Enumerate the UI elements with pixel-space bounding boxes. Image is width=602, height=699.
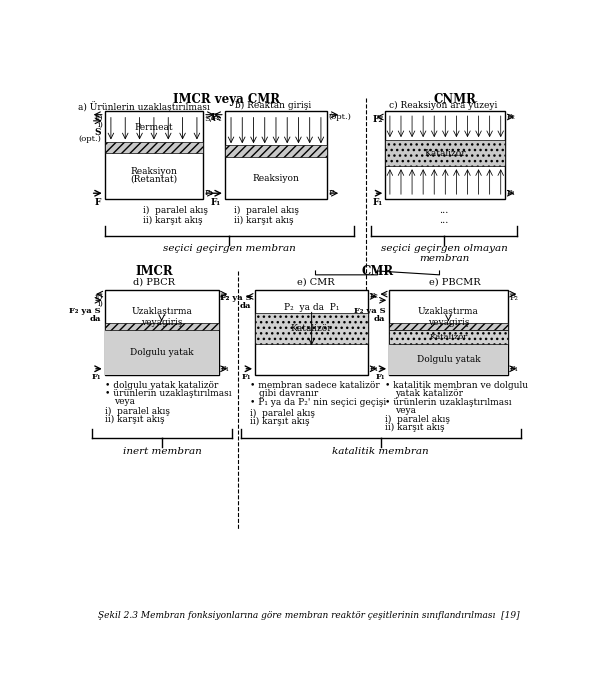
Text: da: da (374, 315, 385, 323)
Bar (105, 142, 203, 153)
Text: • katalitik membran ve dolgulu: • katalitik membran ve dolgulu (385, 381, 529, 390)
Text: Uzaklaştırma
veyagiriş: Uzaklaştırma veyagiriş (131, 307, 192, 326)
Text: Uzaklaştırma
veyagiriş: Uzaklaştırma veyagiriş (418, 307, 479, 326)
Text: • P₁ ya da P₂' nin seçici geçişi: • P₁ ya da P₂' nin seçici geçişi (250, 398, 386, 407)
Text: F₂ ya S: F₂ ya S (69, 307, 101, 315)
Text: CNMR: CNMR (433, 93, 476, 106)
Text: • membran sadece katalizör: • membran sadece katalizör (250, 381, 379, 390)
Text: P₁: P₁ (220, 365, 229, 373)
Text: seçici geçirgen olmayan
membran: seçici geçirgen olmayan membran (381, 244, 507, 264)
Text: c) Reaksiyon ara yüzeyi: c) Reaksiyon ara yüzeyi (389, 101, 498, 110)
Bar (105, 111, 203, 199)
Text: P₂: P₂ (370, 292, 379, 301)
Bar (105, 290, 219, 375)
Text: Permeat: Permeat (135, 123, 173, 132)
Text: P: P (329, 189, 334, 197)
Bar (105, 322, 219, 331)
Text: Katalizör: Katalizör (424, 149, 466, 158)
Text: ii) karşıt akış: ii) karşıt akış (385, 423, 445, 432)
Text: e) CMR: e) CMR (297, 278, 334, 287)
Bar (225, 111, 327, 199)
Bar (389, 290, 507, 375)
Text: veya: veya (114, 396, 135, 405)
Text: ii) karşıt akış: ii) karşıt akış (105, 415, 164, 424)
Text: P₁: P₁ (507, 189, 516, 197)
Text: inert membran: inert membran (123, 447, 202, 456)
Text: • dolgulu yatak katalizör: • dolgulu yatak katalizör (105, 381, 218, 390)
Text: ...
...: ... ... (439, 206, 448, 225)
Bar (105, 331, 219, 375)
Text: (Retantat): (Retantat) (131, 175, 178, 184)
Text: Katalizör: Katalizör (429, 333, 468, 341)
Text: S/P₂: S/P₂ (205, 115, 222, 123)
Text: i)  paralel akış
ii) karşıt akış: i) paralel akış ii) karşıt akış (234, 206, 299, 225)
Text: Şekil 2.3 Membran fonksiyonlarına göre membran reaktör çeşitlerinin sınıflandırı: Şekil 2.3 Membran fonksiyonlarına göre m… (98, 612, 520, 620)
Text: e) PBCMR: e) PBCMR (429, 278, 481, 287)
Text: i): i) (98, 301, 103, 308)
Text: F₁: F₁ (241, 373, 251, 382)
Text: P₁: P₁ (509, 365, 518, 373)
Bar (389, 322, 507, 331)
Text: IMCR: IMCR (135, 265, 173, 278)
Text: yatak katalizör: yatak katalizör (394, 389, 462, 398)
Text: i): i) (98, 121, 103, 129)
Text: P₁: P₁ (370, 365, 379, 373)
Text: (opt.): (opt.) (329, 113, 352, 121)
Text: d) PBCR: d) PBCR (133, 278, 175, 287)
Text: F₂: F₂ (211, 113, 221, 122)
Text: i)  paralel akış
ii) karşıt akış: i) paralel akış ii) karşıt akış (143, 206, 208, 225)
Text: (opt.): (opt.) (78, 135, 101, 143)
Text: i)  paralel akış: i) paralel akış (385, 415, 450, 424)
Text: IMCR veya CMR: IMCR veya CMR (173, 93, 280, 106)
Text: i)  paralel akış: i) paralel akış (250, 409, 315, 418)
Bar (255, 313, 368, 344)
Bar (225, 145, 327, 157)
Text: Dolgulu yatak: Dolgulu yatak (130, 348, 193, 357)
Text: da: da (240, 302, 251, 310)
Text: i)  paralel akış: i) paralel akış (105, 408, 170, 417)
Text: Dolgulu yatak: Dolgulu yatak (417, 355, 480, 364)
Text: P₂  ya da  P₁: P₂ ya da P₁ (284, 303, 340, 312)
Text: a) Ürünlerin uzaklaştırılması: a) Ürünlerin uzaklaştırılması (78, 101, 209, 112)
Text: ii): ii) (95, 294, 103, 301)
Bar (255, 290, 368, 375)
Bar (385, 111, 505, 199)
Text: • ürünlerin uzaklaştırılması: • ürünlerin uzaklaştırılması (385, 398, 512, 407)
Text: P₂: P₂ (220, 294, 229, 302)
Text: ii) karşıt akış: ii) karşıt akış (250, 417, 309, 426)
Text: seçici geçirgen membran: seçici geçirgen membran (163, 244, 296, 253)
Text: • ürünlerin uzaklaştırılması: • ürünlerin uzaklaştırılması (105, 389, 231, 398)
Text: F₁: F₁ (211, 198, 221, 207)
Text: F₂ ya S: F₂ ya S (220, 294, 251, 302)
Text: F₁: F₁ (92, 373, 101, 382)
Text: veya: veya (394, 405, 415, 415)
Text: Reaksiyon: Reaksiyon (131, 167, 178, 176)
Bar (389, 331, 507, 344)
Text: F₂: F₂ (373, 115, 383, 124)
Text: gibi davranır: gibi davranır (259, 389, 318, 398)
Text: P₂: P₂ (507, 113, 516, 121)
Text: Reaksiyon: Reaksiyon (252, 174, 299, 182)
Text: katalitik membran: katalitik membran (332, 447, 429, 456)
Text: F₁: F₁ (373, 198, 383, 207)
Bar (385, 140, 505, 166)
Bar (389, 344, 507, 375)
Text: P₂: P₂ (509, 294, 518, 302)
Text: ii): ii) (95, 114, 103, 122)
Text: Katalizör: Katalizör (291, 324, 332, 333)
Text: P₁: P₁ (205, 189, 214, 197)
Text: CMR: CMR (361, 265, 394, 278)
Text: F: F (95, 198, 101, 207)
Text: S: S (95, 128, 101, 137)
Text: b) Reaktan girişi: b) Reaktan girişi (235, 101, 311, 110)
Text: da: da (89, 315, 101, 323)
Text: F₁: F₁ (376, 373, 385, 382)
Text: F₂ ya S: F₂ ya S (353, 307, 385, 315)
